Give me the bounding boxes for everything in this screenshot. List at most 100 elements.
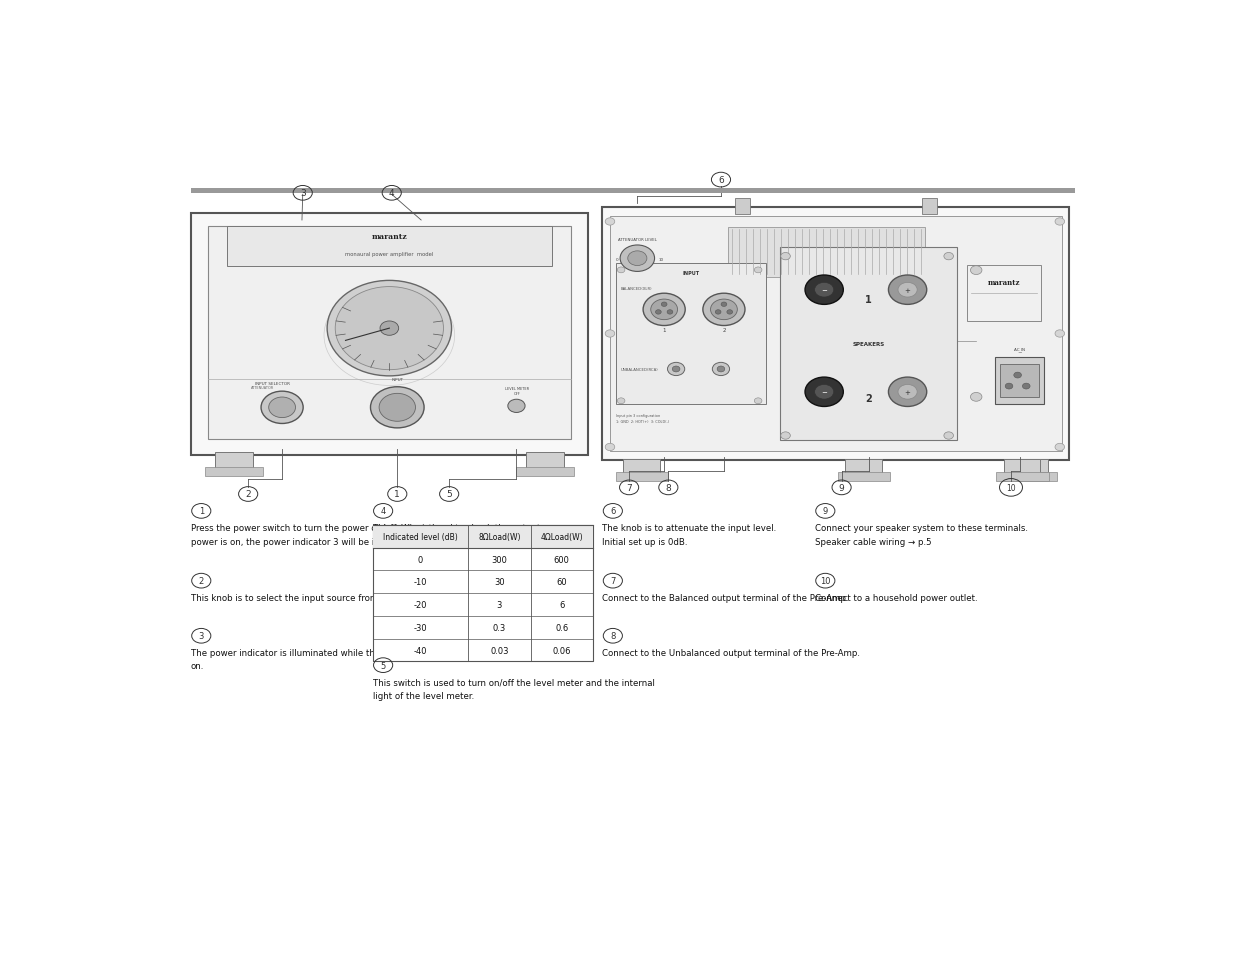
Circle shape [508,400,525,413]
Circle shape [898,283,918,297]
Text: +: + [905,390,910,395]
Text: 8: 8 [610,632,615,640]
Text: 0: 0 [417,555,424,564]
Text: 9: 9 [839,483,845,493]
Bar [215,453,253,469]
Text: power is on, the power indicator 3 will be illuminated.: power is on, the power indicator 3 will … [190,537,422,546]
Text: 6: 6 [559,600,564,609]
Circle shape [1055,444,1065,451]
Text: 10: 10 [820,577,831,585]
Bar [845,459,882,474]
Circle shape [261,392,303,424]
Circle shape [672,367,680,373]
Bar [997,473,1049,481]
Text: monaural power amplifier  model: monaural power amplifier model [345,252,433,256]
Bar [837,473,890,481]
Text: 1: 1 [866,295,872,305]
Bar [373,525,593,548]
Text: 9: 9 [823,507,827,516]
Text: 6: 6 [718,176,724,185]
Text: 600: 600 [553,555,569,564]
Text: 8ΩLoad(W): 8ΩLoad(W) [478,532,521,541]
Circle shape [370,387,424,429]
Circle shape [1055,331,1065,337]
Text: 1: GND  2: HOT(+)  3: COLD(-): 1: GND 2: HOT(+) 3: COLD(-) [616,419,669,424]
Bar [735,199,750,214]
Text: This knob is to select the input source from the Pre-Amp.: This knob is to select the input source … [190,594,437,602]
Bar [616,473,668,481]
Bar [1000,365,1039,397]
Circle shape [1023,384,1030,390]
Circle shape [380,321,399,336]
Text: 4: 4 [380,507,385,516]
Text: This switch is used to turn on/off the level meter and the internal: This switch is used to turn on/off the l… [373,678,655,687]
Text: 5: 5 [446,490,452,499]
Text: BALANCED(XLR): BALANCED(XLR) [621,287,653,291]
Circle shape [379,394,415,422]
Text: 7: 7 [626,483,632,493]
Text: -10: -10 [414,578,427,587]
Text: LEVEL METER
OFF: LEVEL METER OFF [505,387,530,395]
Text: 1: 1 [199,507,204,516]
Text: 2: 2 [199,577,204,585]
Text: 0: 0 [615,257,619,262]
Circle shape [888,377,926,407]
Circle shape [944,433,953,439]
Text: Indicated level (dB): Indicated level (dB) [383,532,458,541]
Circle shape [618,268,625,274]
Text: 2: 2 [866,394,872,403]
Text: -20: -20 [414,600,427,609]
Circle shape [898,385,918,399]
Circle shape [667,363,684,376]
Text: ~: ~ [1018,350,1021,355]
Circle shape [781,253,790,260]
Circle shape [1014,373,1021,378]
Text: −: − [821,288,827,294]
Text: 5: 5 [380,661,385,670]
Circle shape [944,253,953,260]
Text: Connect your speaker system to these terminals.: Connect your speaker system to these ter… [815,524,1028,533]
Text: 7: 7 [610,577,615,585]
Text: INPUT SELECTOR: INPUT SELECTOR [256,382,290,386]
Text: INPUT: INPUT [391,377,404,381]
Circle shape [755,398,762,404]
Circle shape [715,311,721,314]
Text: 30: 30 [494,578,505,587]
Text: Speaker cable wiring → p.5: Speaker cable wiring → p.5 [815,537,931,546]
Circle shape [781,433,790,439]
Circle shape [971,267,982,275]
Text: 1: 1 [394,490,400,499]
Text: marantz: marantz [372,233,408,241]
Bar [994,357,1045,405]
Text: 3: 3 [300,189,305,198]
Circle shape [620,246,655,273]
Circle shape [661,303,667,307]
Circle shape [269,397,295,418]
Bar [205,467,263,476]
Circle shape [815,385,834,399]
Text: 1: 1 [662,328,666,334]
Bar [1004,473,1057,481]
Circle shape [703,294,745,326]
Bar [921,199,937,214]
Text: UNBALANCED(RCA): UNBALANCED(RCA) [621,368,658,372]
Circle shape [718,367,725,373]
Text: AC IN: AC IN [1014,348,1025,352]
Circle shape [651,300,678,320]
Circle shape [1055,218,1065,226]
Circle shape [755,268,762,274]
Text: 3: 3 [199,632,204,640]
Circle shape [656,311,661,314]
Text: 10: 10 [658,257,663,262]
Circle shape [888,275,926,305]
Circle shape [1005,384,1013,390]
Text: ATTENUATOR: ATTENUATOR [252,386,274,390]
Text: 0.3: 0.3 [493,623,506,632]
Text: Press the power switch to turn the power on/off. When the: Press the power switch to turn the power… [190,524,442,533]
Text: −: − [821,390,827,395]
Text: 8: 8 [666,483,672,493]
Text: This meter is used to check the output power.: This meter is used to check the output p… [373,524,572,533]
Text: marantz: marantz [988,278,1020,287]
Text: -40: -40 [414,646,427,655]
Text: -30: -30 [414,623,427,632]
